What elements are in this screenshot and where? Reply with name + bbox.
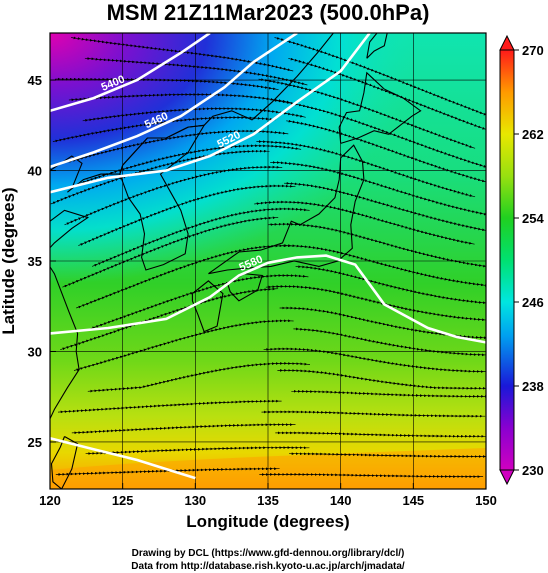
x-tick-label: 150 [475,493,497,508]
colorbar-tick-label: 230 [522,463,544,478]
y-tick-label: 25 [28,435,42,450]
x-tick-label: 140 [330,493,352,508]
colorbar-tick-label: 270 [522,43,544,58]
coastline-china-north [50,33,334,193]
coastline-honshu [208,144,365,275]
colorbar: 270 262 254 246 238 230 [499,34,544,486]
x-tick-label: 125 [112,493,134,508]
contour-line [50,33,211,113]
streamline [68,93,293,104]
streamline [259,472,484,479]
contour-line [50,33,298,169]
contour-line [50,254,486,344]
coastline-china [50,209,90,489]
coastlines [50,33,422,489]
contour-line [50,33,371,194]
streamline [291,389,486,398]
streamline [85,446,310,455]
coastline-sakhalin [366,33,388,59]
y-axis-label: Latitude (degrees) [0,187,18,334]
coastline-taiwan [50,436,79,489]
y-tick-label: 40 [28,164,42,179]
colorbar-top-arrow [499,34,515,51]
x-tick-label: 145 [402,493,424,508]
credit-drawing: Drawing by DCL (https://www.gfd-dennou.o… [132,548,405,559]
y-tick-label: 45 [28,73,42,88]
coastline-hokkaido [338,71,422,144]
wind-streamlines [50,36,486,479]
colorbar-bottom-arrow [499,469,515,486]
y-tick-label: 30 [28,344,42,359]
y-tick-label: 35 [28,254,42,269]
streamline [274,36,486,116]
streamline [275,431,486,438]
y-axis-ticks: 25 30 35 40 45 [28,73,56,450]
streamline [261,410,486,418]
colorbar-tick-label: 262 [522,127,544,142]
colorbar-tick-label: 254 [522,211,544,226]
colorbar-tick-label: 246 [522,295,544,310]
streamline [289,452,486,458]
colorbar-ticks: 270 262 254 246 238 230 [514,43,544,478]
colorbar-gradient [499,49,515,471]
x-axis-label: Longitude (degrees) [186,512,349,531]
credit-data: Data from http://database.rish.kyoto-u.a… [131,561,405,572]
x-tick-label: 130 [184,493,206,508]
coastline-kyushu [191,280,224,333]
x-axis-ticks: 120 125 130 135 140 145 150 [39,483,497,508]
x-tick-label: 120 [39,493,61,508]
contour-line [50,437,196,480]
streamline [71,423,296,435]
map-title: MSM 21Z11Mar2023 (500.0hPa) [107,0,430,25]
colorbar-tick-label: 238 [522,379,544,394]
streamline [57,399,282,414]
streamline [55,467,280,476]
x-tick-label: 135 [257,493,279,508]
